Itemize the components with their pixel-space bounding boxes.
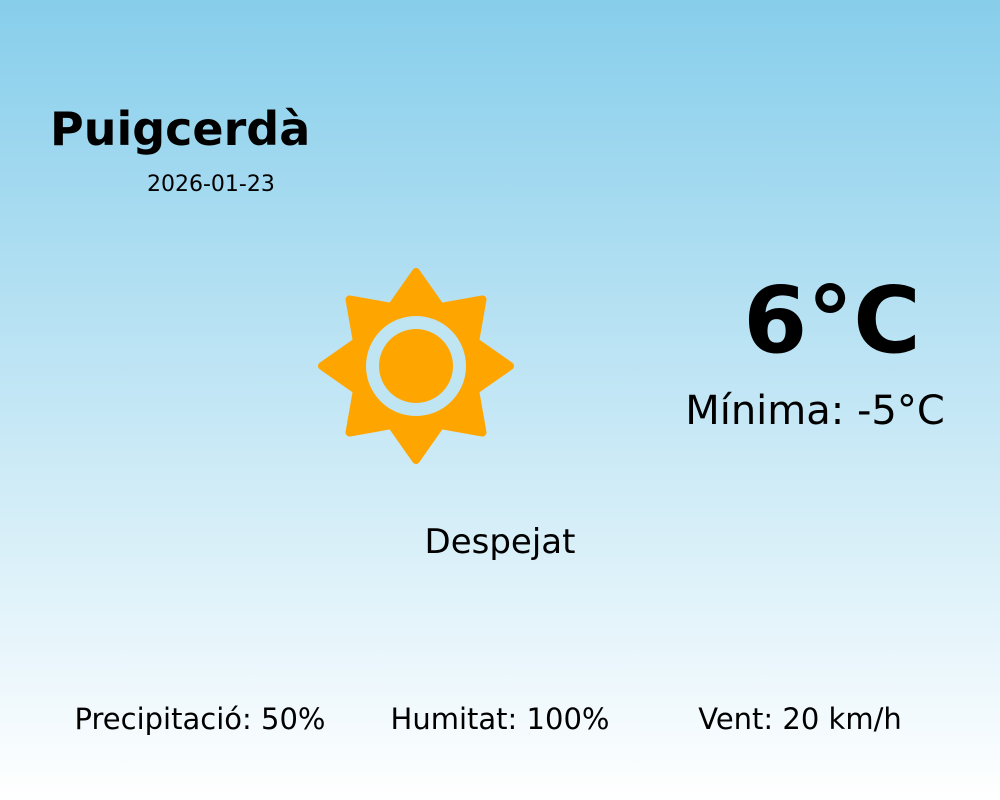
sun-disc bbox=[379, 329, 453, 403]
city-name: Puigcerdà bbox=[50, 102, 311, 156]
minimum-temperature: Mínima: -5°C bbox=[685, 388, 945, 434]
forecast-date: 2026-01-23 bbox=[147, 172, 275, 197]
weather-condition: Despejat bbox=[424, 522, 576, 562]
precipitation-stat: Precipitació: 50% bbox=[74, 702, 326, 736]
wind-stat: Vent: 20 km/h bbox=[698, 702, 902, 736]
humidity-stat: Humitat: 100% bbox=[390, 702, 610, 736]
current-temperature: 6°C bbox=[743, 267, 921, 374]
sun-icon bbox=[318, 268, 514, 464]
